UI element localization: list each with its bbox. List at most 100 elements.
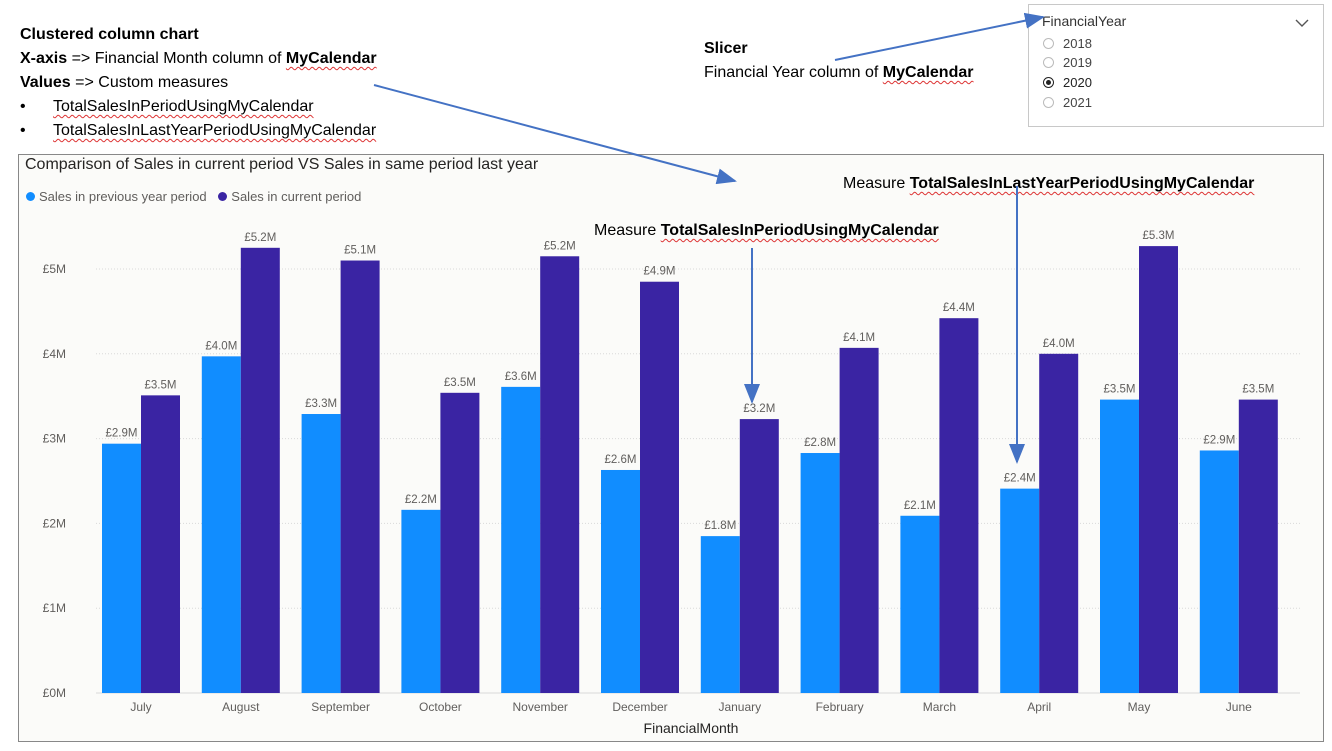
data-label: £3.3M	[305, 398, 337, 410]
description-heading: Clustered column chart	[20, 26, 199, 43]
bar-previous-year[interactable]	[1199, 450, 1239, 693]
slicer-option-label: 2019	[1063, 55, 1092, 70]
measure-prefix: Measure	[843, 175, 910, 192]
slicer-option-2021[interactable]: 2021	[1043, 94, 1092, 112]
bar-current-period[interactable]	[540, 256, 580, 693]
data-label: £2.9M	[1203, 434, 1235, 446]
bar-previous-year[interactable]	[102, 443, 141, 693]
bar-previous-year[interactable]	[301, 414, 341, 693]
xaxis-description: X-axis => Financial Month column of MyCa…	[20, 47, 377, 71]
slicer-option-2020[interactable]: 2020	[1043, 74, 1092, 92]
legend-dot-current	[218, 192, 228, 202]
bar-current-period[interactable]	[1039, 353, 1079, 693]
data-label: £3.5M	[145, 379, 177, 391]
data-label: £3.6M	[505, 371, 537, 383]
bar-previous-year[interactable]	[601, 469, 640, 693]
x-tick-label: January	[718, 700, 761, 714]
x-tick-label: March	[923, 700, 956, 714]
measure-callout-last: Measure TotalSalesInLastYearPeriodUsingM…	[843, 172, 1254, 196]
bar-previous-year[interactable]	[800, 453, 840, 693]
bar-previous-year[interactable]	[1100, 399, 1139, 693]
data-label: £4.1M	[843, 332, 875, 344]
x-tick-label: June	[1226, 700, 1252, 714]
data-label: £3.5M	[444, 377, 476, 389]
legend-label-current: Sales in current period	[231, 189, 362, 204]
values-description: Values => Custom measures	[20, 71, 377, 95]
x-axis-title: FinancialMonth	[644, 720, 739, 736]
data-label: £4.0M	[205, 340, 237, 352]
bar-previous-year[interactable]	[700, 536, 740, 693]
chevron-down-icon[interactable]	[1295, 15, 1309, 33]
xaxis-key: X-axis	[20, 50, 68, 67]
slicer-description-heading: Slicer	[704, 40, 748, 57]
measure-name-last: TotalSalesInLastYearPeriodUsingMyCalenda…	[909, 175, 1255, 192]
bar-current-period[interactable]	[640, 281, 679, 693]
data-label: £5.2M	[244, 232, 276, 244]
x-tick-label: May	[1128, 700, 1151, 714]
measure-prefix: Measure	[594, 222, 661, 239]
slicer-option-label: 2021	[1063, 95, 1092, 110]
x-tick-label: August	[222, 700, 260, 714]
chart-title: Comparison of Sales in current period VS…	[25, 156, 539, 173]
legend-label-previous: Sales in previous year period	[39, 189, 207, 204]
x-tick-label: October	[419, 700, 462, 714]
y-tick-label: £3M	[43, 432, 66, 446]
annotation-arrow-chart	[373, 84, 737, 185]
x-tick-label: November	[513, 700, 568, 714]
bar-previous-year[interactable]	[1000, 488, 1040, 693]
slicer-option-label: 2020	[1063, 75, 1092, 90]
financial-year-slicer: FinancialYear 2018 2019 2020 2021	[1028, 4, 1324, 127]
slicer-option-label: 2018	[1063, 36, 1092, 51]
slicer-option-2019[interactable]: 2019	[1043, 54, 1092, 72]
legend-item-previous[interactable]: Sales in previous year period	[26, 189, 207, 204]
data-label: £4.9M	[644, 266, 676, 278]
xaxis-table-name: MyCalendar	[285, 50, 377, 67]
radio-icon[interactable]	[1043, 97, 1054, 109]
bar-current-period[interactable]	[141, 395, 180, 693]
bullet-text-current: TotalSalesInPeriodUsingMyCalendar	[53, 98, 314, 115]
data-label: £3.2M	[743, 403, 775, 415]
bar-previous-year[interactable]	[201, 356, 241, 693]
measure-bullet-1: • TotalSalesInPeriodUsingMyCalendar	[20, 95, 377, 119]
measure-callout-current: Measure TotalSalesInPeriodUsingMyCalenda…	[594, 219, 939, 243]
data-label: £4.0M	[1043, 338, 1075, 350]
values-key: Values	[20, 74, 71, 91]
bar-current-period[interactable]	[440, 392, 480, 693]
y-tick-label: £2M	[43, 516, 66, 530]
bar-current-period[interactable]	[839, 347, 879, 693]
bar-current-period[interactable]	[340, 260, 380, 693]
data-label: £2.2M	[405, 494, 437, 506]
x-tick-label: September	[311, 700, 370, 714]
data-label: £2.6M	[605, 454, 637, 466]
bar-previous-year[interactable]	[401, 509, 441, 693]
data-label: £2.9M	[106, 428, 138, 440]
radio-icon[interactable]	[1043, 57, 1054, 69]
bullet-text-last: TotalSalesInLastYearPeriodUsingMyCalenda…	[53, 122, 377, 139]
bar-current-period[interactable]	[1238, 399, 1278, 693]
slicer-table-name: MyCalendar	[882, 64, 974, 81]
slicer-option-2018[interactable]: 2018	[1043, 35, 1092, 53]
bar-previous-year[interactable]	[900, 515, 940, 693]
y-tick-label: £1M	[43, 601, 66, 615]
data-label: £5.2M	[544, 240, 576, 252]
radio-selected-icon[interactable]	[1043, 77, 1054, 89]
x-tick-label: July	[130, 700, 151, 714]
data-label: £5.3M	[1143, 230, 1175, 242]
bar-current-period[interactable]	[939, 318, 979, 693]
measure-bullet-2: • TotalSalesInLastYearPeriodUsingMyCalen…	[20, 119, 377, 143]
measure-name-current: TotalSalesInPeriodUsingMyCalendar	[660, 222, 939, 239]
bar-current-period[interactable]	[240, 247, 280, 694]
legend-item-current[interactable]: Sales in current period	[218, 189, 361, 204]
bar-current-period[interactable]	[1139, 246, 1178, 693]
slicer-text: Financial Year column of	[704, 64, 883, 81]
data-label: £2.4M	[1004, 473, 1036, 485]
bar-current-period[interactable]	[739, 419, 779, 693]
data-label: £3.5M	[1242, 384, 1274, 396]
radio-icon[interactable]	[1043, 38, 1054, 50]
slicer-description-text: Financial Year column of MyCalendar	[704, 61, 973, 85]
annotation-arrow-slicer	[834, 12, 1045, 61]
data-label: £3.5M	[1104, 384, 1136, 396]
data-label: £1.8M	[704, 520, 736, 532]
bar-previous-year[interactable]	[501, 386, 541, 693]
